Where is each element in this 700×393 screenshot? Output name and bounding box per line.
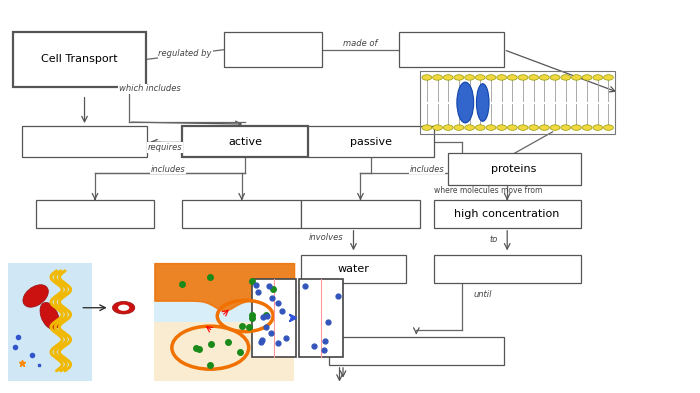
Circle shape (465, 75, 475, 80)
Bar (182, 200, 301, 228)
Text: involves: involves (308, 233, 343, 242)
Circle shape (486, 75, 496, 80)
Circle shape (422, 75, 432, 80)
Circle shape (593, 125, 603, 130)
Bar (300, 279, 343, 357)
Circle shape (443, 125, 453, 130)
Circle shape (571, 125, 581, 130)
Circle shape (497, 125, 507, 130)
Bar (182, 126, 308, 157)
Circle shape (433, 75, 442, 80)
Bar (8, 263, 92, 380)
Bar (399, 32, 504, 67)
Bar (36, 200, 155, 228)
Circle shape (486, 125, 496, 130)
Ellipse shape (477, 84, 489, 121)
Bar (434, 255, 580, 283)
Circle shape (422, 125, 432, 130)
Bar (13, 32, 146, 87)
Bar (252, 279, 296, 357)
Circle shape (540, 75, 550, 80)
Text: which includes: which includes (118, 84, 181, 93)
Text: Cell Transport: Cell Transport (41, 55, 118, 64)
Circle shape (571, 75, 581, 80)
Bar (155, 263, 294, 380)
Circle shape (540, 125, 550, 130)
Circle shape (603, 75, 613, 80)
Circle shape (508, 75, 517, 80)
Text: made of: made of (343, 39, 378, 48)
Bar (22, 126, 148, 157)
Bar (434, 200, 580, 228)
Circle shape (518, 75, 528, 80)
Bar (301, 255, 406, 283)
Circle shape (454, 125, 464, 130)
Text: where molecules move from: where molecules move from (434, 186, 542, 195)
Circle shape (465, 125, 475, 130)
Bar (224, 32, 322, 67)
Circle shape (497, 75, 507, 80)
Circle shape (582, 75, 592, 80)
Circle shape (603, 125, 613, 130)
Text: proteins: proteins (491, 164, 537, 174)
Bar (329, 338, 504, 365)
Bar (155, 263, 294, 322)
Ellipse shape (23, 285, 48, 307)
Text: regulated by: regulated by (158, 49, 212, 58)
Ellipse shape (457, 82, 474, 123)
Text: requires: requires (148, 143, 182, 152)
Bar (448, 153, 580, 185)
Circle shape (443, 75, 453, 80)
Circle shape (593, 75, 603, 80)
Bar (420, 71, 615, 134)
Circle shape (550, 125, 560, 130)
Text: passive: passive (350, 137, 392, 147)
Circle shape (561, 75, 570, 80)
Circle shape (528, 75, 538, 80)
Circle shape (528, 125, 538, 130)
Bar (308, 126, 434, 157)
Text: includes: includes (410, 165, 444, 174)
Circle shape (113, 301, 135, 314)
Circle shape (118, 305, 130, 311)
Circle shape (561, 125, 570, 130)
Bar (301, 200, 420, 228)
Circle shape (582, 125, 592, 130)
Circle shape (454, 75, 464, 80)
Circle shape (508, 125, 517, 130)
Text: water: water (337, 264, 370, 274)
Circle shape (518, 125, 528, 130)
Circle shape (475, 125, 485, 130)
Text: includes: includes (151, 165, 186, 174)
Text: high concentration: high concentration (454, 209, 560, 219)
Circle shape (433, 125, 442, 130)
Text: to: to (489, 235, 498, 244)
Ellipse shape (40, 303, 60, 329)
Text: until: until (473, 290, 492, 299)
Text: active: active (228, 137, 262, 147)
Circle shape (550, 75, 560, 80)
Circle shape (475, 75, 485, 80)
